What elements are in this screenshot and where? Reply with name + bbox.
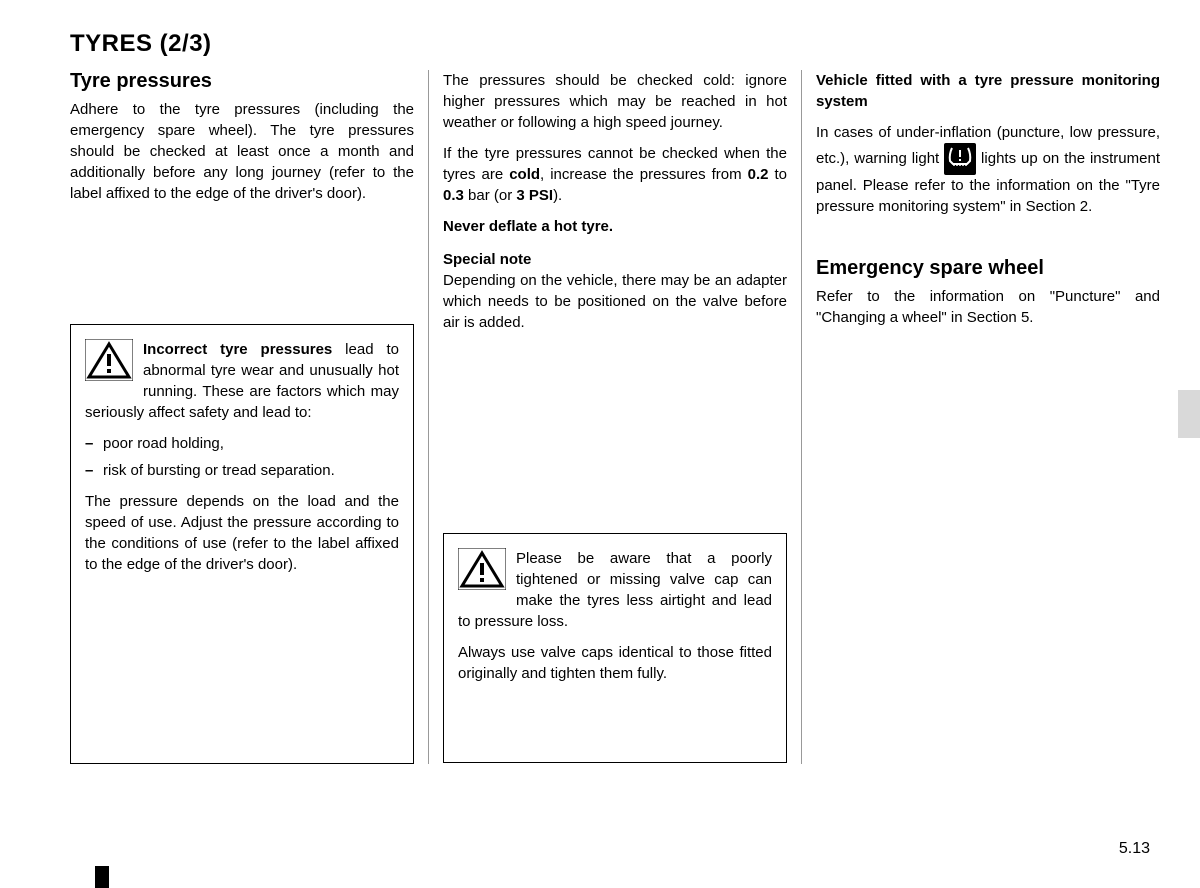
- warning-triangle-icon: [458, 548, 506, 595]
- warning-bullet: risk of bursting or tread separation.: [85, 460, 399, 481]
- column-2: The pressures should be checked cold: ig…: [431, 70, 799, 764]
- cold-check-body: The pressures should be checked cold: ig…: [443, 70, 787, 133]
- tpms-subheading: Vehicle fitted with a tyre pressure moni…: [816, 70, 1160, 112]
- warning-bullet-list: poor road holding, risk of bursting or t…: [85, 433, 399, 481]
- column-1: Tyre pressures Adhere to the tyre pressu…: [70, 70, 426, 764]
- manual-page: TYRES (2/3) Tyre pressures Adhere to the…: [0, 0, 1200, 794]
- warning-conditions: The pressure depends on the load and the…: [85, 491, 399, 575]
- warning-lead-bold: Incorrect tyre pressures: [143, 341, 332, 358]
- tpms-warning-light-icon: [944, 143, 976, 175]
- warning-bullet: poor road holding,: [85, 433, 399, 454]
- content-columns: Tyre pressures Adhere to the tyre pressu…: [70, 70, 1160, 764]
- never-deflate-warning: Never deflate a hot tyre.: [443, 216, 787, 237]
- warning-triangle-icon: [85, 339, 133, 386]
- warning-box-valve-cap: Please be aware that a poorly tightened …: [443, 533, 787, 763]
- column-divider: [428, 70, 429, 764]
- column-3: Vehicle fitted with a tyre pressure moni…: [804, 70, 1160, 764]
- bottom-marker: [95, 866, 109, 888]
- increase-pressure-body: If the tyre pressures cannot be checked …: [443, 143, 787, 206]
- emergency-spare-heading: Emergency spare wheel: [816, 257, 1160, 280]
- page-tab-marker: [1178, 390, 1200, 438]
- warning-box-incorrect-pressure: Incorrect tyre pressures lead to abnorma…: [70, 324, 414, 764]
- valve-cap-advice: Always use valve caps identical to those…: [458, 642, 772, 684]
- emergency-spare-body: Refer to the information on "Puncture" a…: [816, 286, 1160, 328]
- tyre-pressures-body: Adhere to the tyre pressures (including …: [70, 99, 414, 204]
- special-note-heading: Special note: [443, 251, 787, 268]
- page-number: 5.13: [1119, 840, 1150, 858]
- tyre-pressures-heading: Tyre pressures: [70, 70, 414, 93]
- tpms-body: In cases of under-inflation (puncture, l…: [816, 122, 1160, 217]
- special-note-body: Depending on the vehicle, there may be a…: [443, 270, 787, 333]
- page-title: TYRES (2/3): [70, 30, 1160, 58]
- column-divider: [801, 70, 802, 764]
